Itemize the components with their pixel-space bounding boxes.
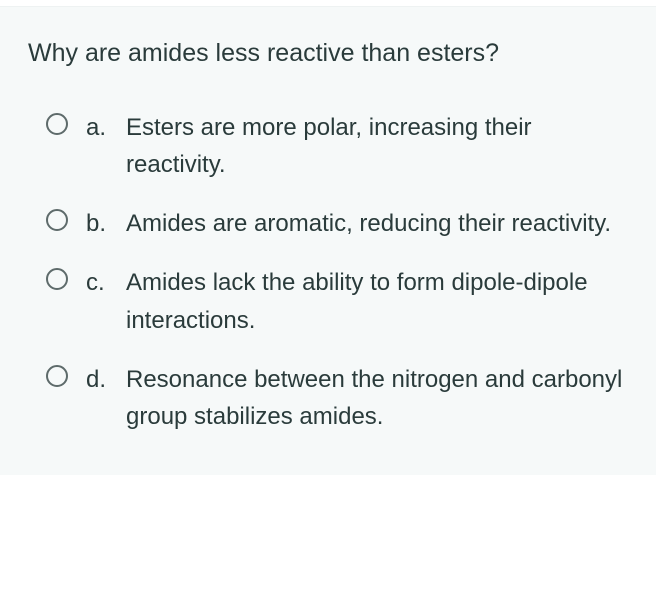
option-text: Amides lack the ability to form dipole-d… (126, 264, 628, 338)
option-text: Resonance between the nitrogen and carbo… (126, 361, 628, 435)
radio-a[interactable] (46, 113, 68, 135)
option-text: Amides are aromatic, reducing their reac… (126, 205, 611, 242)
option-body: d. Resonance between the nitrogen and ca… (86, 361, 628, 435)
option-letter: b. (86, 205, 112, 242)
option-body: a. Esters are more polar, increasing the… (86, 109, 628, 183)
radio-c[interactable] (46, 268, 68, 290)
radio-d[interactable] (46, 365, 68, 387)
option-letter: a. (86, 109, 112, 146)
options-list: a. Esters are more polar, increasing the… (28, 109, 628, 435)
option-body: b. Amides are aromatic, reducing their r… (86, 205, 628, 242)
radio-b[interactable] (46, 209, 68, 231)
option-c[interactable]: c. Amides lack the ability to form dipol… (46, 264, 628, 338)
option-b[interactable]: b. Amides are aromatic, reducing their r… (46, 205, 628, 242)
option-d[interactable]: d. Resonance between the nitrogen and ca… (46, 361, 628, 435)
option-body: c. Amides lack the ability to form dipol… (86, 264, 628, 338)
option-a[interactable]: a. Esters are more polar, increasing the… (46, 109, 628, 183)
option-text: Esters are more polar, increasing their … (126, 109, 628, 183)
question-card: Why are amides less reactive than esters… (0, 6, 656, 475)
option-letter: c. (86, 264, 112, 301)
option-letter: d. (86, 361, 112, 398)
question-text: Why are amides less reactive than esters… (28, 37, 628, 71)
